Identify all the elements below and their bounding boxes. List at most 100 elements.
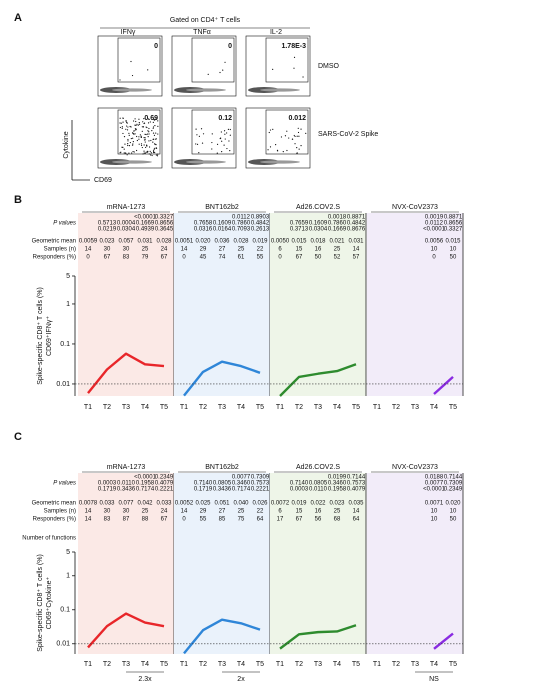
p-value: 0.7309	[444, 481, 463, 487]
gate	[117, 37, 161, 83]
p-value: 0.0112	[232, 215, 251, 221]
p-value: 0.3436	[117, 487, 136, 493]
mean-line	[87, 352, 165, 394]
flow-plot	[245, 35, 311, 97]
event-dot	[135, 120, 137, 123]
samples: 10	[431, 509, 438, 515]
event-dot	[223, 130, 226, 132]
x-tick-label: T2	[295, 404, 303, 411]
x-tick-label: T2	[103, 404, 111, 411]
event-dot	[130, 126, 132, 128]
p-value: 0.4079	[155, 481, 174, 487]
p-value: 0.7144	[347, 475, 366, 481]
row-label: Number of functions	[22, 536, 76, 542]
gate	[117, 109, 161, 155]
p-value: 0.0164	[213, 227, 232, 233]
event-dot	[128, 132, 130, 134]
event-dot	[269, 146, 272, 148]
geometric-mean: 0.0052	[175, 501, 194, 507]
p-value: 0.0112	[425, 221, 444, 227]
responders: 50	[450, 517, 457, 523]
event-dot	[129, 141, 131, 144]
geometric-mean: 0.023	[99, 239, 115, 245]
p-value: 0.1609	[213, 221, 232, 227]
samples: 25	[334, 509, 341, 515]
x-tick-label: T2	[103, 661, 111, 668]
p-value: 0.3645	[155, 227, 174, 233]
gate	[191, 37, 235, 83]
gate	[265, 109, 309, 155]
group-name: BNT162b2	[205, 204, 239, 211]
event-dot	[226, 147, 228, 150]
event-dot	[144, 137, 146, 139]
samples: 25	[142, 509, 149, 515]
event-dot	[130, 60, 132, 63]
samples: 25	[142, 247, 149, 253]
event-dot	[151, 154, 153, 157]
event-dot	[130, 137, 132, 140]
gate-value: 0.69	[144, 115, 158, 122]
event-dot	[128, 152, 130, 154]
geometric-mean: 0.031	[137, 239, 153, 245]
geometric-mean: 0.022	[310, 501, 326, 507]
geometric-mean: 0.0050	[271, 239, 290, 245]
event-dot	[127, 140, 129, 142]
p-value: 0.7659	[290, 221, 309, 227]
row-label: Geometric mean	[32, 501, 76, 507]
event-dot	[157, 153, 159, 155]
event-dot	[125, 120, 128, 122]
event-dot	[143, 137, 145, 139]
x-tick-label: T3	[314, 661, 322, 668]
geometric-mean: 0.033	[156, 501, 172, 507]
p-value: 0.0019	[425, 215, 444, 221]
group-name: NVX-CoV2373	[392, 204, 438, 211]
p-value: 0.4079	[347, 487, 366, 493]
geometric-mean: 0.033	[99, 501, 115, 507]
p-value: 0.2221	[155, 487, 174, 493]
event-dot	[132, 132, 134, 135]
event-dot	[123, 148, 125, 150]
gate-value: 0.12	[218, 115, 232, 122]
population	[260, 160, 300, 164]
responders: 55	[257, 255, 264, 261]
x-tick-label: T1	[180, 661, 188, 668]
event-dot	[119, 126, 121, 129]
event-dot	[128, 134, 130, 136]
event-dot	[135, 124, 137, 126]
event-dot	[152, 121, 154, 124]
population	[112, 88, 152, 92]
y-axis-label: Cytokine	[63, 131, 70, 158]
event-dot	[143, 144, 145, 146]
event-dot	[147, 122, 150, 124]
geometric-mean: 0.035	[348, 501, 364, 507]
event-dot	[126, 129, 129, 131]
x-tick-label: T5	[256, 661, 264, 668]
p-value: 0.1958	[328, 487, 347, 493]
event-dot	[120, 122, 123, 124]
event-dot	[198, 135, 200, 138]
event-dot	[201, 142, 204, 144]
samples: 14	[85, 247, 92, 253]
p-value: 0.7309	[251, 475, 270, 481]
responders: 14	[85, 517, 92, 523]
geometric-mean: 0.0072	[271, 501, 290, 507]
mean-line	[279, 363, 357, 397]
x-tick-label: T1	[84, 661, 92, 668]
geometric-mean: 0.0056	[425, 239, 444, 245]
event-dot	[157, 120, 159, 122]
event-dot	[293, 56, 296, 59]
p-value: 0.3713	[290, 227, 309, 233]
event-dot	[152, 141, 154, 143]
event-dot	[155, 143, 157, 146]
event-dot	[296, 135, 298, 137]
event-dot	[288, 137, 290, 139]
event-dot	[142, 126, 145, 128]
samples: 27	[219, 247, 226, 253]
event-dot	[229, 134, 231, 136]
event-dot	[207, 73, 209, 76]
event-dot	[140, 144, 143, 147]
event-dot	[300, 128, 302, 130]
x-tick-label: T3	[122, 661, 130, 668]
geometric-mean: 0.019	[252, 239, 268, 245]
event-dot	[126, 154, 128, 156]
